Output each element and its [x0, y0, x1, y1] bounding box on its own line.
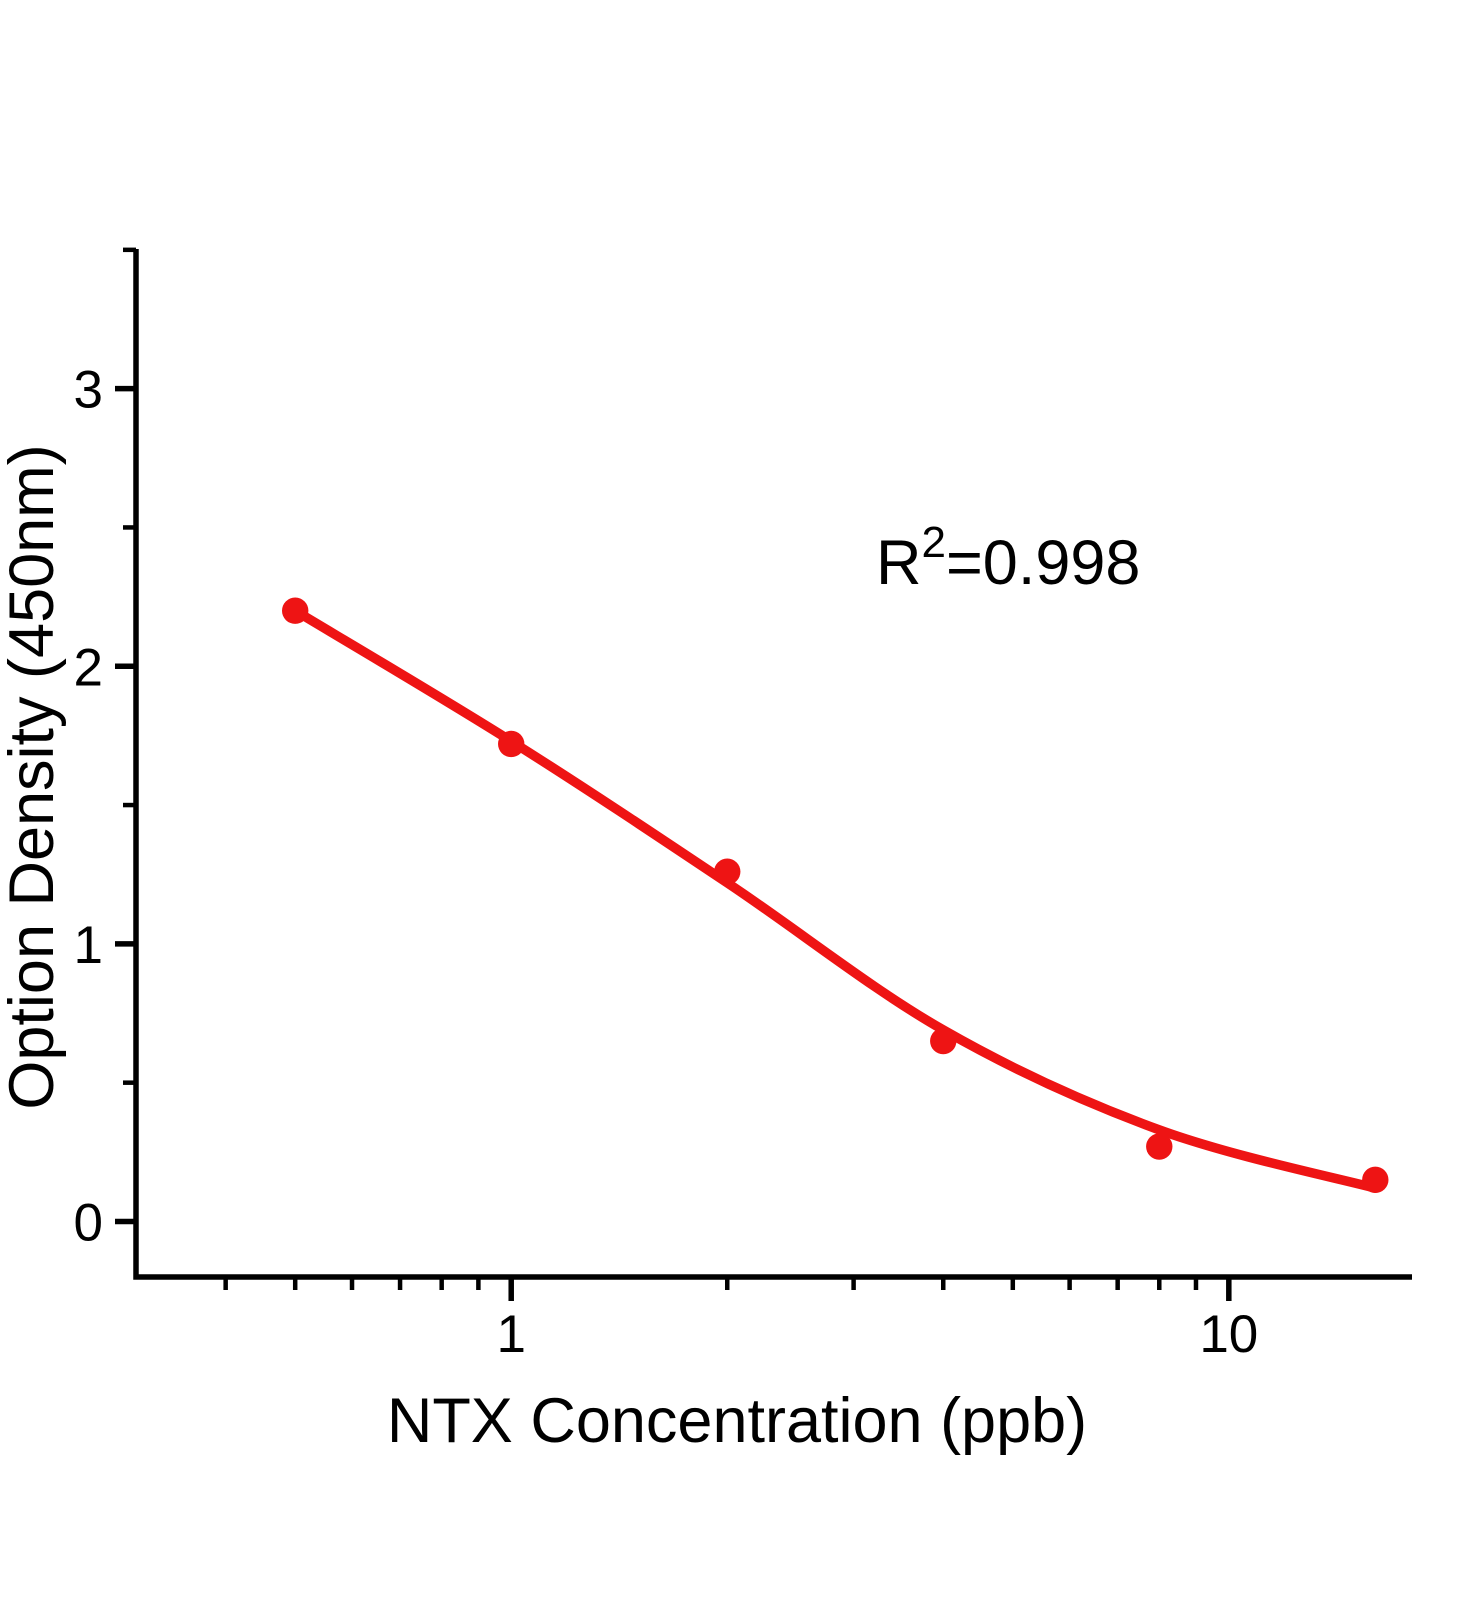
fit-curve: [290, 605, 1381, 1193]
y-axis-title: Option Density (450nm): [0, 444, 67, 1109]
data-point: [930, 1027, 957, 1055]
data-point: [281, 597, 309, 624]
x-tick-label: 1: [496, 1305, 525, 1364]
x-axis-title: NTX Concentration (ppb): [387, 1386, 1087, 1456]
plot-layer: [281, 597, 1389, 1194]
r2-base: R: [876, 528, 922, 598]
data-point: [498, 730, 525, 758]
y-tick-label: 2: [74, 638, 103, 697]
data-point: [1146, 1133, 1173, 1160]
axis-spines: [133, 249, 1412, 1280]
r2-annotation: R2=0.998: [876, 518, 1140, 598]
y-tick-label: 0: [74, 1193, 103, 1252]
axes-layer: 0 1 2 3 1 10: [74, 247, 1412, 1364]
y-tick-label: 3: [74, 361, 103, 420]
r2-superscript: 2: [922, 518, 946, 567]
data-point: [1362, 1166, 1389, 1194]
data-point: [714, 858, 741, 885]
x-tick-label: 10: [1199, 1305, 1258, 1364]
r2-value: =0.998: [946, 528, 1140, 598]
y-tick-label: 1: [74, 916, 103, 975]
